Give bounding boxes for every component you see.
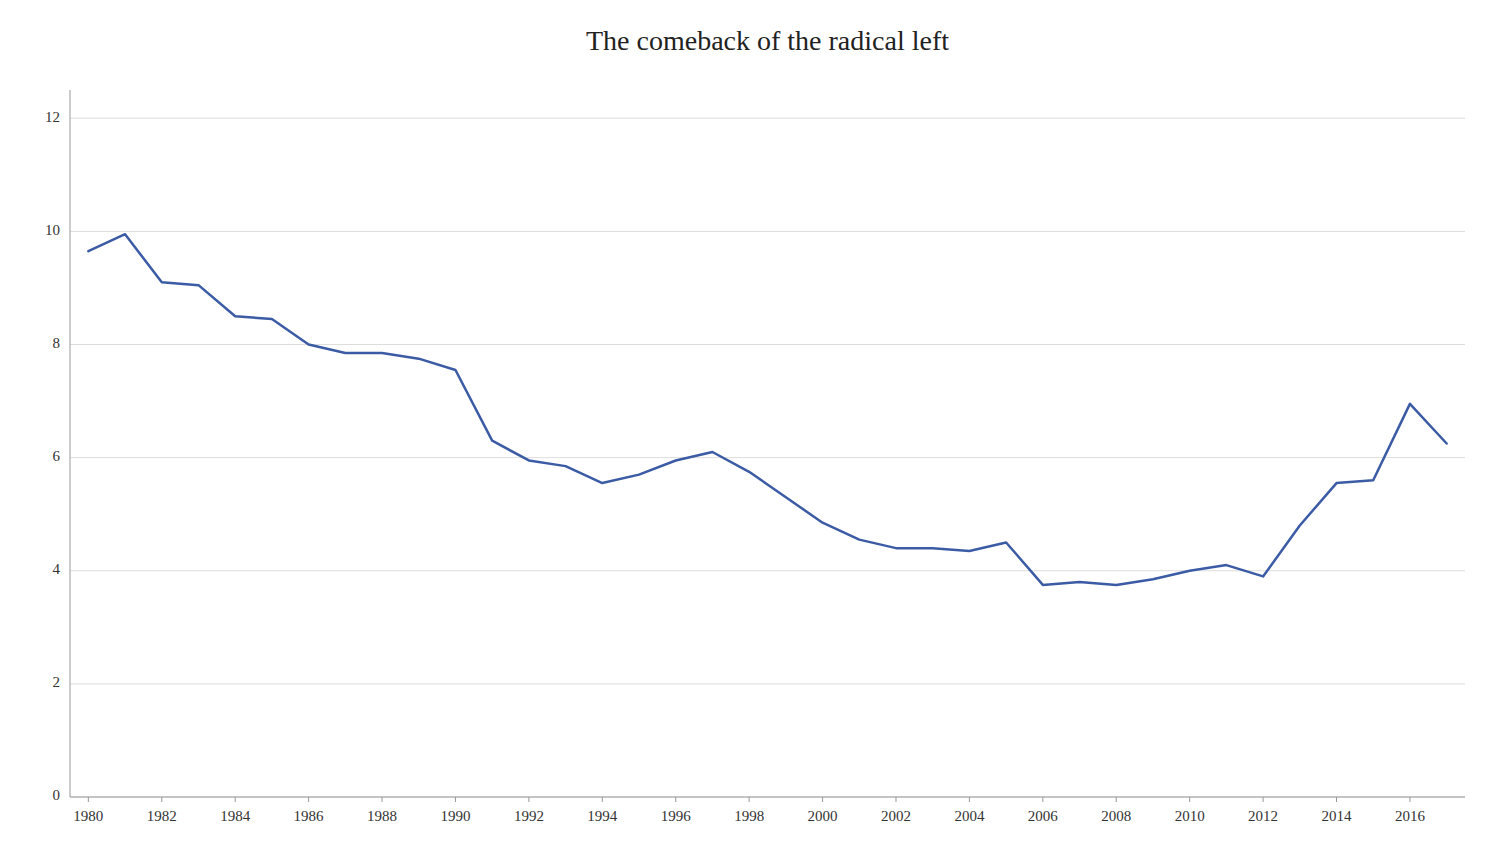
x-tick bbox=[1189, 797, 1190, 802]
x-tick-label: 1992 bbox=[514, 808, 544, 824]
y-tick-label: 8 bbox=[53, 335, 61, 351]
grid-line bbox=[70, 570, 1465, 571]
x-tick bbox=[895, 797, 896, 802]
x-tick bbox=[749, 797, 750, 802]
data-line bbox=[88, 234, 1446, 585]
x-tick bbox=[1042, 797, 1043, 802]
title: The comeback of the radical left bbox=[586, 25, 949, 56]
y-tick-label: 12 bbox=[45, 109, 60, 125]
x-tick-label: 1996 bbox=[661, 808, 692, 824]
x-tick-label: 1986 bbox=[294, 808, 325, 824]
x-tick-label: 2016 bbox=[1395, 808, 1426, 824]
x-tick bbox=[1263, 797, 1264, 802]
x-tick-label: 2002 bbox=[881, 808, 911, 824]
x-axis-line bbox=[70, 797, 1465, 798]
x-tick-label: 2008 bbox=[1101, 808, 1131, 824]
x-tick-label: 1994 bbox=[587, 808, 618, 824]
x-tick-label: 2006 bbox=[1028, 808, 1059, 824]
x-tick bbox=[528, 797, 529, 802]
y-tick-label: 4 bbox=[53, 561, 61, 577]
grid-line bbox=[70, 344, 1465, 345]
x-tick-label: 2010 bbox=[1175, 808, 1205, 824]
x-tick-label: 1990 bbox=[440, 808, 470, 824]
chart-container: The comeback of the radical left 0 2 4 6 8 10 1… bbox=[0, 0, 1495, 857]
x-tick-label: 1988 bbox=[367, 808, 397, 824]
x-tick-label: 1998 bbox=[734, 808, 764, 824]
y-axis-line bbox=[70, 90, 71, 797]
x-tick bbox=[602, 797, 603, 802]
y-tick-label: 0 bbox=[53, 787, 61, 803]
x-tick-label: 1982 bbox=[147, 808, 177, 824]
x-tick-label: 1980 bbox=[73, 808, 103, 824]
chart-svg: The comeback of the radical left 0 2 4 6 8 10 1… bbox=[0, 0, 1495, 857]
grid-line bbox=[70, 457, 1465, 458]
x-tick bbox=[822, 797, 823, 802]
grid-line bbox=[70, 231, 1465, 232]
y-grid bbox=[70, 118, 1465, 797]
x-tick-label: 2000 bbox=[808, 808, 838, 824]
x-tick bbox=[1336, 797, 1337, 802]
x-tick-label: 2004 bbox=[954, 808, 985, 824]
x-tick-label: 2012 bbox=[1248, 808, 1278, 824]
x-tick-label: 2014 bbox=[1322, 808, 1353, 824]
grid-line bbox=[70, 118, 1465, 119]
x-tick bbox=[1409, 797, 1410, 802]
x-tick bbox=[382, 797, 383, 802]
y-tick-label: 10 bbox=[45, 222, 60, 238]
x-tick bbox=[235, 797, 236, 802]
x-tick bbox=[455, 797, 456, 802]
x-tick bbox=[88, 797, 89, 802]
x-tick bbox=[161, 797, 162, 802]
y-tick-label: 6 bbox=[53, 448, 61, 464]
grid-line bbox=[70, 797, 1465, 798]
x-tick bbox=[1116, 797, 1117, 802]
x-tick bbox=[675, 797, 676, 802]
x-tick bbox=[308, 797, 309, 802]
plot-area bbox=[88, 234, 1446, 585]
x-tick-label: 1984 bbox=[220, 808, 251, 824]
grid-line bbox=[70, 683, 1465, 684]
y-tick-label: 2 bbox=[53, 674, 61, 690]
x-tick bbox=[969, 797, 970, 802]
